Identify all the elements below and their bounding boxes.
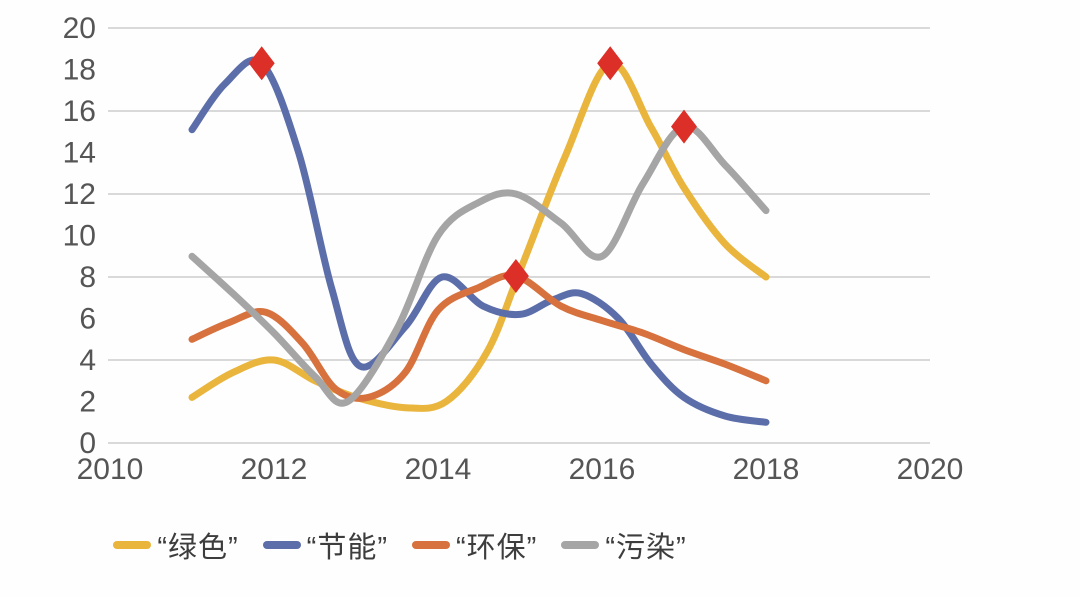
legend-item-green: “绿色” xyxy=(113,524,238,566)
y-tick-label-0: 0 xyxy=(79,427,96,460)
x-tick-label-2018: 2018 xyxy=(733,453,800,486)
series-line-2 xyxy=(188,271,770,402)
x-tick-label-2012: 2012 xyxy=(241,453,308,486)
legend-swatch-environmental xyxy=(412,541,450,549)
peak-marker-diamond-1 xyxy=(502,258,529,293)
legend-label-energy-saving: “节能” xyxy=(306,532,388,564)
y-tick-label-12: 12 xyxy=(63,178,96,211)
x-tick-label-2020: 2020 xyxy=(897,453,964,486)
legend-item-environmental: “环保” xyxy=(412,524,537,566)
y-tick-label-14: 14 xyxy=(63,137,96,170)
legend-label-pollution: “污染” xyxy=(605,532,687,564)
legend-swatch-energy-saving xyxy=(262,541,301,549)
y-tick-label-16: 16 xyxy=(63,95,96,128)
y-tick-label-20: 20 xyxy=(63,12,96,45)
y-tick-label-10: 10 xyxy=(63,220,96,253)
x-tick-label-2014: 2014 xyxy=(405,453,472,486)
series-line-0 xyxy=(188,59,770,412)
y-tick-label-2: 2 xyxy=(79,386,96,419)
legend-label-green: “绿色” xyxy=(157,532,239,564)
legend-item-pollution: “污染” xyxy=(561,524,686,566)
y-tick-label-4: 4 xyxy=(79,344,96,377)
x-tick-label-2010: 2010 xyxy=(77,453,144,486)
peak-marker-diamond-0 xyxy=(248,46,275,81)
y-tick-label-8: 8 xyxy=(79,261,96,294)
legend-label-environmental: “环保” xyxy=(456,532,538,564)
y-tick-label-6: 6 xyxy=(79,303,96,336)
line-chart: 0 2 4 6 8 10 12 14 16 18 20 2010 2012 2014 2016 2018 202… xyxy=(63,12,964,486)
series-line-3 xyxy=(188,123,770,407)
legend-swatch-pollution xyxy=(561,541,600,549)
peak-marker-diamond-3 xyxy=(671,109,697,144)
x-tick-label-2016: 2016 xyxy=(569,453,636,486)
legend-swatch-green xyxy=(113,541,152,549)
y-tick-label-18: 18 xyxy=(63,54,96,87)
legend-item-energy-saving: “节能” xyxy=(262,524,388,566)
chart-legend: “绿色” “节能” “环保” “污染” xyxy=(0,524,800,566)
series-line-1 xyxy=(188,56,770,426)
peak-marker-diamond-2 xyxy=(597,46,624,81)
